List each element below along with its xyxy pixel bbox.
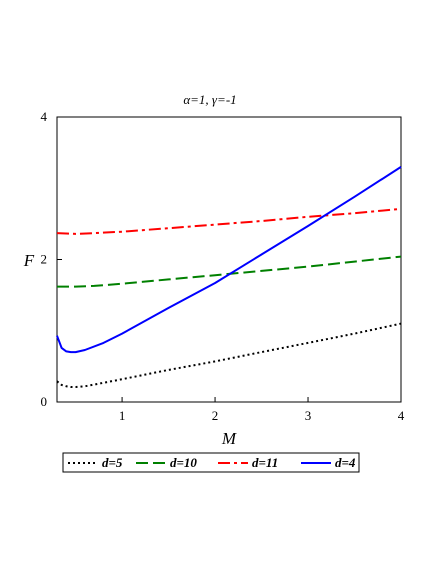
series-line-d=5 [56, 322, 402, 388]
series-lines [56, 166, 402, 388]
series-line-d=11 [56, 207, 402, 235]
x-tick-label: 2 [212, 408, 219, 423]
axis-ticks: 1 2 3 4 0 2 4 [41, 109, 405, 423]
series-line-d=10 [57, 255, 402, 288]
x-tick-label: 1 [119, 408, 126, 423]
legend-label: d=11 [252, 455, 278, 470]
legend-label: d=4 [335, 455, 356, 470]
x-axis-label: M [221, 429, 237, 448]
x-tick-label: 4 [398, 408, 405, 423]
legend: d=5 d=10 d=11 d=4 [68, 455, 356, 470]
legend-label: d=5 [102, 455, 123, 470]
y-axis-label: F [23, 251, 35, 270]
y-tick-label: 4 [41, 109, 48, 124]
legend-label: d=10 [170, 455, 197, 470]
y-tick-label: 0 [41, 394, 48, 409]
y-tick-label: 2 [41, 252, 48, 267]
legend-box [62, 452, 360, 473]
series-line-d=4 [56, 166, 402, 354]
chart-title: α=1, γ=-1 [183, 92, 236, 107]
x-tick-label: 3 [305, 408, 312, 423]
